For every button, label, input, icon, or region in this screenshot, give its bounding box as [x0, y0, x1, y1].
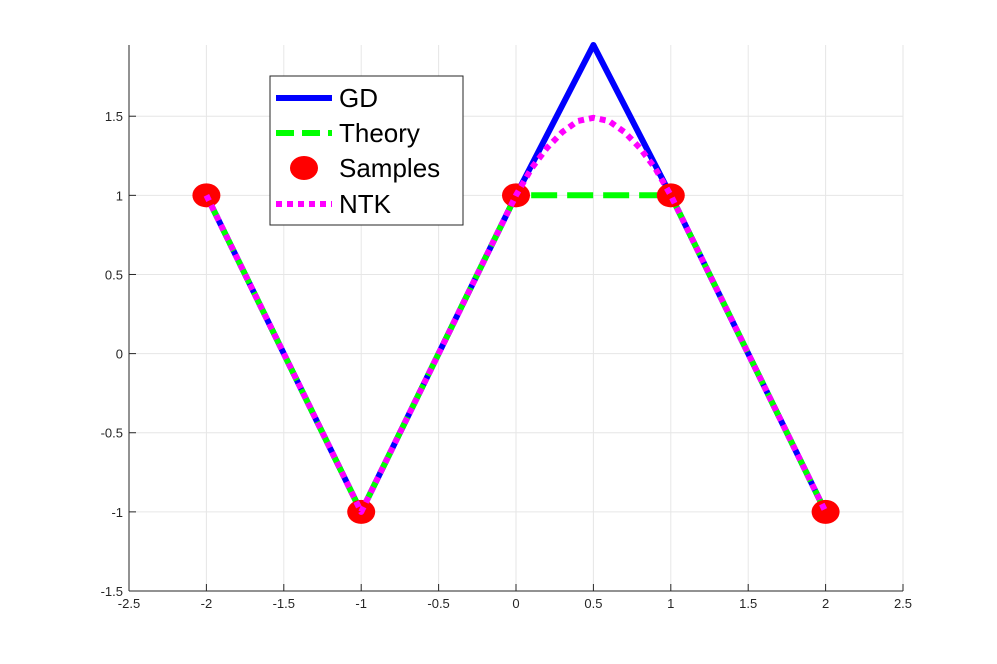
x-tick-label-3: -1 [355, 596, 367, 611]
x-tick-label-8: 1.5 [739, 596, 757, 611]
y-tick-label-0: -1.5 [101, 584, 123, 599]
x-tick-label-2: -1.5 [273, 596, 295, 611]
sample-point-3 [656, 183, 685, 208]
legend: GD Theory Samples NTK [269, 75, 464, 226]
y-tick-label-1: -1 [111, 505, 123, 520]
y-tick-label-3: 0 [116, 347, 123, 362]
x-tick-label-1: -2 [201, 596, 213, 611]
x-tick-label-5: 0 [512, 596, 519, 611]
x-tick-label-10: 2.5 [894, 596, 912, 611]
axes [128, 45, 904, 592]
legend-label-gd: GD [339, 83, 378, 113]
y-tick-label-4: 0.5 [105, 267, 123, 282]
tick-labels: -2.5 -2 -1.5 -1 -0.5 0 0.5 1 1.5 2 2.5 -1.5 -1 -0.5 0 0… [101, 109, 912, 611]
y-tick-label-5: 1 [116, 188, 123, 203]
legend-marker-samples [290, 156, 318, 180]
legend-label-samples: Samples [339, 153, 440, 183]
x-tick-label-6: 0.5 [584, 596, 602, 611]
series-layer [192, 42, 840, 524]
y-tick-label-2: -0.5 [101, 426, 123, 441]
series-line-ntk [203, 114, 829, 515]
x-tick-label-4: -0.5 [427, 596, 449, 611]
x-tick-label-9: 2 [822, 596, 829, 611]
x-tick-label-0: -2.5 [118, 596, 140, 611]
legend-label-theory: Theory [339, 118, 420, 148]
y-tick-label-6: 1.5 [105, 109, 123, 124]
sample-point-4 [811, 499, 840, 524]
legend-label-ntk: NTK [339, 189, 392, 219]
x-tick-label-7: 1 [667, 596, 674, 611]
